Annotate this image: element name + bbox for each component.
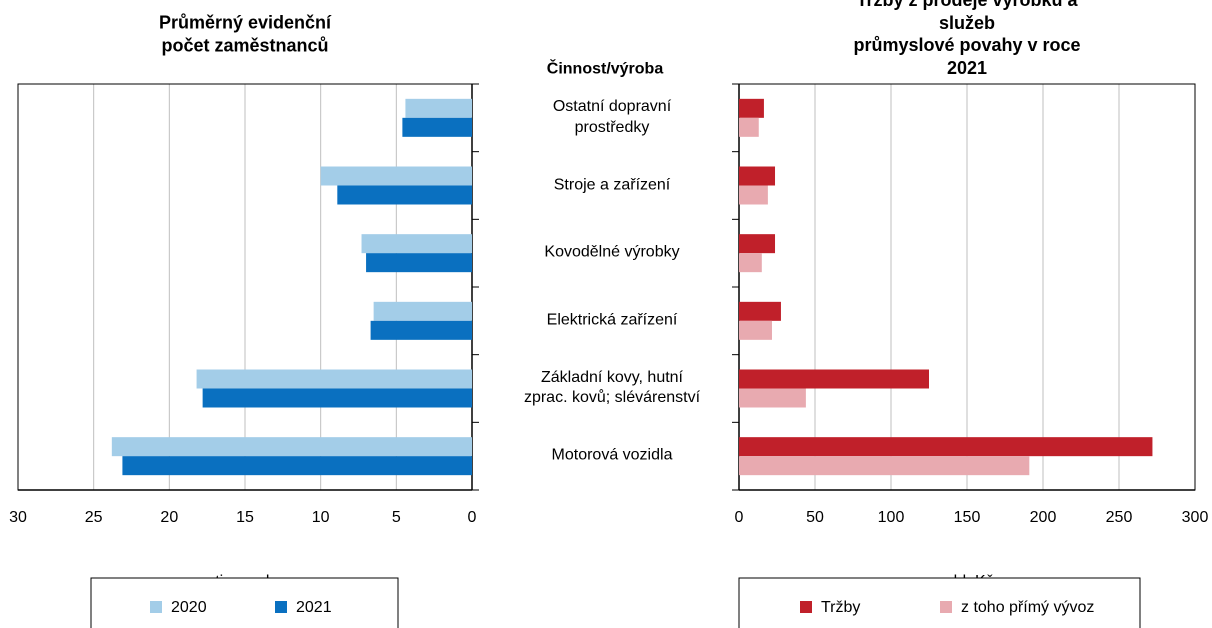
category-label: Ostatní dopravní prostředky [552, 98, 672, 136]
x-tick-label: 0 [468, 509, 477, 526]
legend-marker [940, 601, 952, 613]
x-tick-label: 50 [806, 509, 824, 526]
x-tick-label: 5 [392, 509, 401, 526]
legend-marker [150, 601, 162, 613]
bar [739, 166, 776, 186]
bar [739, 437, 1153, 457]
legend-marker [800, 601, 812, 613]
legend-label: 2021 [296, 599, 332, 616]
bar [739, 234, 776, 254]
legend-marker [275, 601, 287, 613]
bar [739, 320, 772, 340]
bar [739, 253, 762, 273]
bar [122, 456, 473, 476]
bar [361, 234, 472, 254]
bar [739, 117, 759, 137]
legend-label: z toho přímý vývoz [961, 599, 1094, 616]
category-label: Motorová vozidla [551, 446, 673, 464]
category-label: Základní kovy, hutní zprac. kovů; slévár… [523, 368, 701, 407]
category-axis-title: Činnost/výroba [546, 60, 664, 78]
bar [405, 98, 472, 118]
bar [366, 253, 472, 273]
bar [111, 437, 473, 457]
x-tick-label: 300 [1182, 509, 1209, 526]
bar [739, 369, 929, 389]
bar [739, 185, 768, 205]
chart-title: Průměrný evidenční počet zaměstnanců [158, 12, 332, 56]
bar [739, 98, 764, 118]
bar [402, 117, 472, 137]
bar [739, 301, 781, 321]
x-tick-label: 200 [1030, 509, 1057, 526]
category-label: Kovodělné výrobky [544, 243, 680, 261]
bar [202, 388, 473, 408]
chart-title: Tržby z prodeje výrobků a služeb průmysl… [853, 0, 1081, 78]
legend-label: 2020 [171, 599, 207, 616]
x-tick-label: 15 [236, 509, 254, 526]
bar [370, 320, 472, 340]
bar [739, 456, 1030, 476]
category-label: Elektrická zařízení [546, 311, 678, 329]
category-label: Stroje a zařízení [553, 176, 671, 194]
bar [320, 166, 472, 186]
legend-label: Tržby [821, 599, 860, 616]
x-tick-label: 30 [9, 509, 27, 526]
bar [196, 369, 472, 389]
x-tick-label: 25 [85, 509, 103, 526]
x-tick-label: 0 [735, 509, 744, 526]
x-tick-label: 20 [160, 509, 178, 526]
bar [337, 185, 472, 205]
legend-box [90, 577, 399, 628]
x-tick-label: 250 [1106, 509, 1133, 526]
bar [373, 301, 472, 321]
x-tick-label: 100 [878, 509, 905, 526]
bar [739, 388, 806, 408]
x-tick-label: 150 [954, 509, 981, 526]
x-tick-label: 10 [312, 509, 330, 526]
